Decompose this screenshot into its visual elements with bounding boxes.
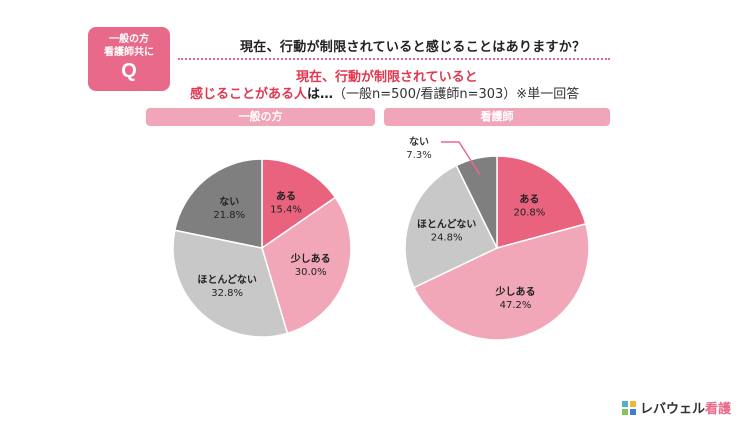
logo-text: レバウェル看護 (640, 398, 731, 417)
pie-slice-nurse-2 (404, 164, 499, 289)
slice-label-nurse-1: 少しある (495, 285, 536, 298)
slice-label-general-3: ない (219, 196, 239, 208)
slice-value-nurse-0: 20.8% (514, 208, 546, 219)
pie-slice-general-2 (172, 229, 289, 338)
dotted-divider (178, 58, 610, 60)
chart-header-general: 一般の方 (146, 108, 375, 126)
slice-value-nurse-3: 7.3% (406, 150, 431, 161)
slice-label-nurse-2: ほとんどない (417, 218, 477, 231)
chart-header-nurse: 看護師 (384, 108, 610, 126)
pie-slice-nurse-1 (412, 222, 590, 341)
slice-value-nurse-2: 24.8% (431, 233, 463, 244)
logo-text-prefix: レバウェル (640, 402, 706, 417)
pie-slice-general-1 (261, 196, 352, 335)
badge-letter: Q (121, 60, 137, 82)
pie-slice-general-0 (261, 158, 337, 250)
answer-line1: 現在、行動が制限されていると (296, 70, 478, 85)
slice-label-general-0: ある (276, 189, 296, 202)
question-badge: 一般の方 看護師共に Q (88, 27, 170, 91)
answer-note: （一般n=500/看護師n=303）※単一回答 (333, 87, 580, 102)
slice-value-general-2: 32.8% (211, 288, 243, 299)
pie-slice-nurse-0 (496, 155, 587, 249)
brand-logo: レバウェル看護 (622, 398, 731, 417)
answer-suffix: は… (307, 87, 334, 102)
question-text: 現在、行動が制限されていると感じることはありますか？ (240, 40, 586, 55)
slice-label-general-2: ほとんどない (197, 273, 257, 286)
logo-text-accent: 看護 (705, 402, 732, 417)
badge-line2: 看護師共に (104, 47, 154, 58)
answer-line2: 感じることがある人は…（一般n=500/看護師n=303）※単一回答 (190, 83, 579, 102)
slice-label-nurse-0: ある (519, 193, 539, 206)
leader-line-nurse-3 (441, 141, 481, 175)
slice-label-general-1: 少しある (290, 252, 331, 265)
slice-value-general-1: 30.0% (295, 267, 327, 278)
answer-highlight: 感じることがある人 (190, 87, 308, 102)
logo-mark-icon (622, 400, 636, 415)
pie-slice-general-3 (173, 158, 263, 249)
pie-slice-nurse-3 (455, 155, 498, 249)
slice-value-general-3: 21.8% (213, 210, 245, 221)
badge-line1: 一般の方 (109, 34, 149, 45)
slice-value-general-0: 15.4% (270, 204, 302, 215)
slice-value-nurse-1: 47.2% (500, 300, 532, 311)
slice-label-nurse-3: ない (409, 136, 429, 148)
